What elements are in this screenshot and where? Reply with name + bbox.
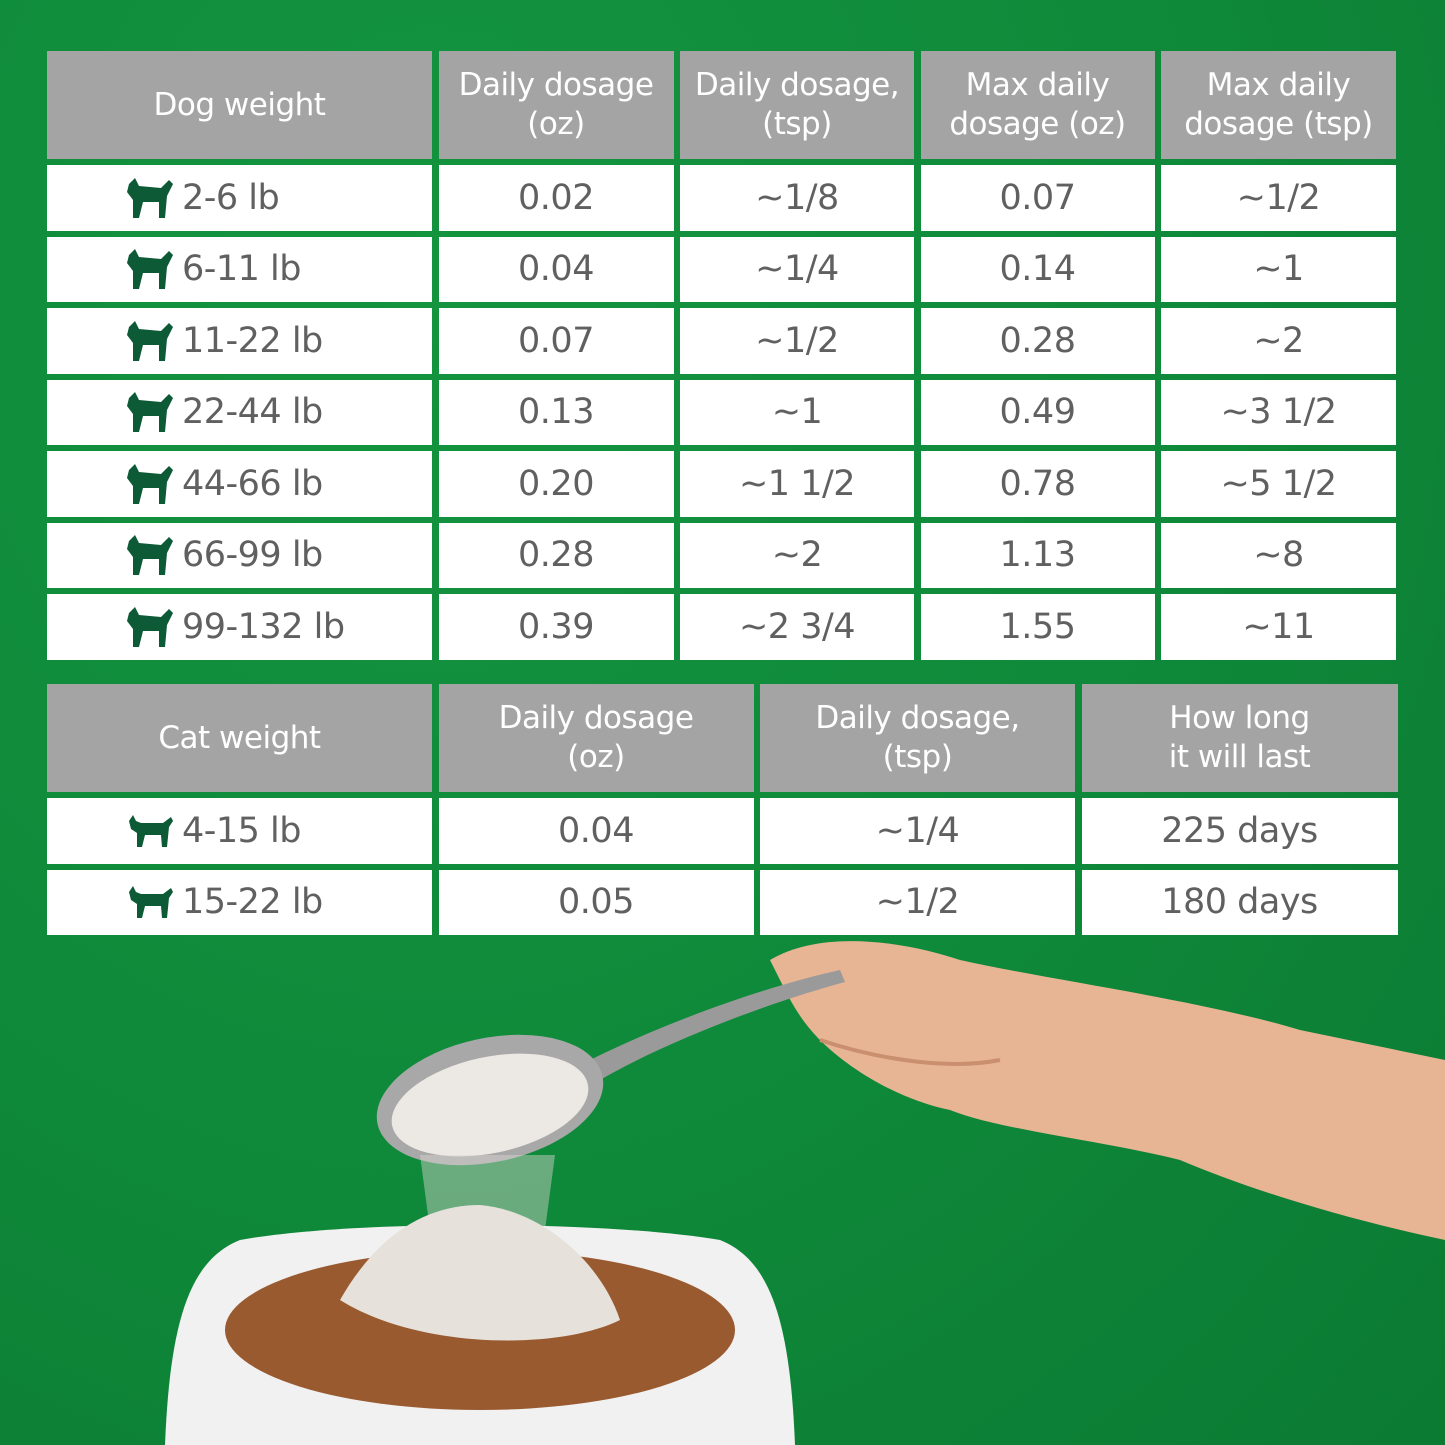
max-oz-cell: 0.07 <box>920 165 1155 231</box>
max-tsp-cell: ~1 <box>1161 236 1396 302</box>
daily-oz-cell: 0.02 <box>438 165 674 231</box>
column-header: Daily dosage (oz) <box>438 684 754 792</box>
daily-tsp-cell: ~1 <box>680 379 914 445</box>
powder-in-spoon <box>391 1053 589 1157</box>
weight-cell: 2-6 lb <box>47 165 432 231</box>
weight-cell: 99-132 lb <box>47 594 432 660</box>
pomeranian-icon <box>117 244 177 294</box>
daily-tsp-cell: ~1/2 <box>680 308 914 374</box>
max-oz-cell: 1.55 <box>920 594 1155 660</box>
max-oz-cell: 0.14 <box>920 236 1155 302</box>
weight-cell: 6-11 lb <box>47 236 432 302</box>
column-header: Max daily dosage (oz) <box>920 51 1155 159</box>
daily-oz-cell: 0.07 <box>438 308 674 374</box>
akita-icon <box>117 602 177 652</box>
max-tsp-cell: ~3 1/2 <box>1161 379 1396 445</box>
daily-tsp-cell: ~2 3/4 <box>680 594 914 660</box>
daily-tsp-cell: ~1/4 <box>760 798 1075 864</box>
spaniel-icon <box>117 387 177 437</box>
weight-label: 2-6 lb <box>182 177 280 218</box>
weight-label: 6-11 lb <box>182 249 302 290</box>
daily-oz-cell: 0.39 <box>438 594 674 660</box>
daily-oz-cell: 0.13 <box>438 379 674 445</box>
daily-tsp-cell: ~2 <box>680 522 914 588</box>
max-tsp-cell: ~2 <box>1161 308 1396 374</box>
max-oz-cell: 0.49 <box>920 379 1155 445</box>
max-tsp-cell: ~11 <box>1161 594 1396 660</box>
column-header: How long it will last <box>1081 684 1398 792</box>
weight-label: 66-99 lb <box>182 535 323 576</box>
daily-oz-cell: 0.20 <box>438 451 674 517</box>
max-oz-cell: 0.28 <box>920 308 1155 374</box>
daily-oz-cell: 0.04 <box>438 236 674 302</box>
weight-label: 22-44 lb <box>182 392 323 433</box>
cat-dosage-table: Cat weight Daily dosage (oz) Daily dosage,… <box>47 684 1398 935</box>
weight-label: 4-15 lb <box>182 810 302 851</box>
small-cat-icon <box>117 806 177 856</box>
chow-icon <box>117 459 177 509</box>
weight-cell: 22-44 lb <box>47 379 432 445</box>
daily-oz-cell: 0.04 <box>438 798 754 864</box>
spoon-and-bowl-photo <box>165 941 1445 1445</box>
max-tsp-cell: ~1/2 <box>1161 165 1396 231</box>
hand <box>770 941 1445 1240</box>
weight-label: 11-22 lb <box>182 320 323 361</box>
column-header: Max daily dosage (tsp) <box>1161 51 1396 159</box>
lasts-cell: 225 days <box>1081 798 1398 864</box>
weight-cell: 11-22 lb <box>47 308 432 374</box>
column-header: Daily dosage, (tsp) <box>760 684 1075 792</box>
daily-tsp-cell: ~1/2 <box>760 869 1075 935</box>
max-tsp-cell: ~5 1/2 <box>1161 451 1396 517</box>
column-header: Daily dosage (oz) <box>438 51 674 159</box>
lasts-cell: 180 days <box>1081 869 1398 935</box>
large-cat-icon <box>117 877 177 927</box>
terrier-icon <box>117 316 177 366</box>
weight-cell: 44-66 lb <box>47 451 432 517</box>
column-header: Dog weight <box>47 51 432 159</box>
daily-oz-cell: 0.05 <box>438 869 754 935</box>
max-oz-cell: 0.78 <box>920 451 1155 517</box>
weight-label: 44-66 lb <box>182 463 323 504</box>
weight-cell: 4-15 lb <box>47 798 432 864</box>
weight-label: 99-132 lb <box>182 606 345 647</box>
chihuahua-icon <box>117 173 177 223</box>
daily-tsp-cell: ~1/4 <box>680 236 914 302</box>
dog-dosage-table: Dog weight Daily dosage (oz) Daily dosage,… <box>47 51 1396 660</box>
max-tsp-cell: ~8 <box>1161 522 1396 588</box>
weight-cell: 15-22 lb <box>47 869 432 935</box>
weight-label: 15-22 lb <box>182 882 323 923</box>
column-header: Cat weight <box>47 684 432 792</box>
spoon-handle <box>590 970 845 1080</box>
max-oz-cell: 1.13 <box>920 522 1155 588</box>
weight-cell: 66-99 lb <box>47 522 432 588</box>
daily-oz-cell: 0.28 <box>438 522 674 588</box>
powder-on-kibble <box>340 1205 620 1341</box>
daily-tsp-cell: ~1 1/2 <box>680 451 914 517</box>
daily-tsp-cell: ~1/8 <box>680 165 914 231</box>
doberman-icon <box>117 530 177 580</box>
column-header: Daily dosage, (tsp) <box>680 51 914 159</box>
